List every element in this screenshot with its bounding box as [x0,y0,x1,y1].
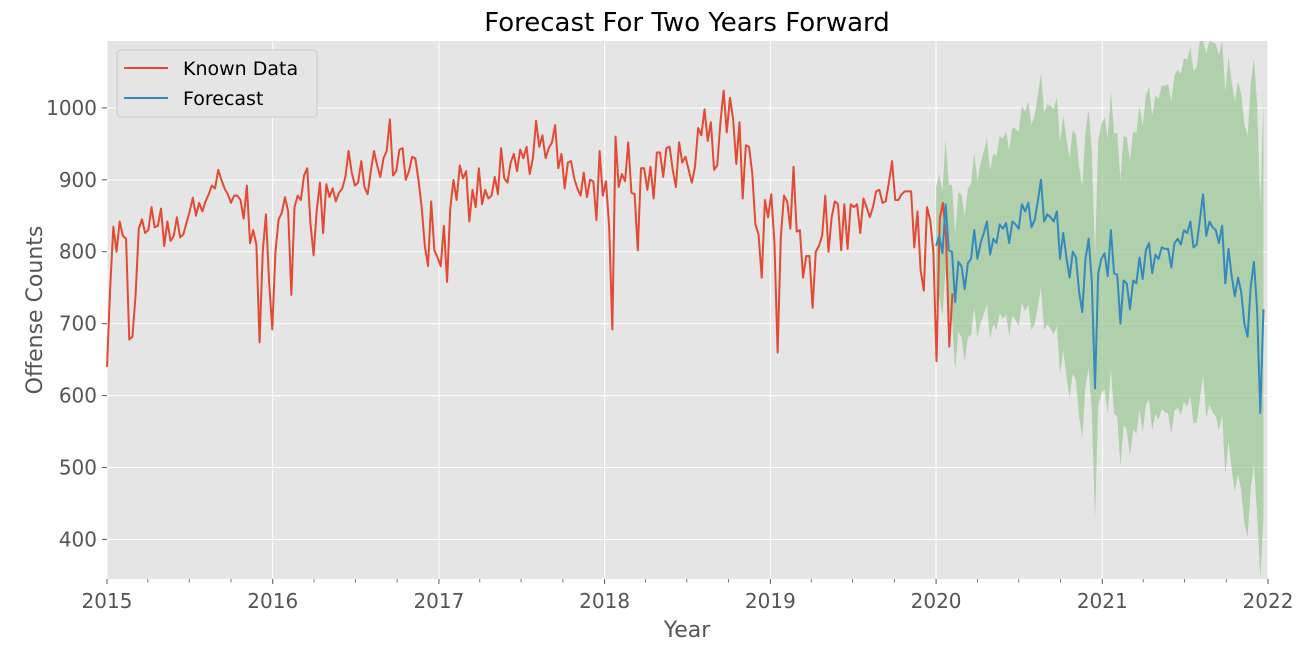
legend: Known Data Forecast [116,49,318,118]
y-tick-label: 700 [59,312,97,336]
confidence-band [936,41,1264,579]
y-tick-label: 500 [59,456,97,480]
chart-title: Forecast For Two Years Forward [484,8,890,38]
y-tick-label: 600 [59,384,97,408]
y-tick-label: 900 [59,168,97,192]
x-tick-label: 2015 [82,589,133,613]
x-axis-ticks: 2015 2016 2017 2018 2019 2020 2021 2022 [82,579,1294,613]
x-tick-label: 2022 [1243,589,1294,613]
x-tick-label: 2017 [413,589,464,613]
x-tick-label: 2020 [911,589,962,613]
y-axis-ticks: 400 500 600 700 800 900 1000 [46,96,107,551]
series-lines [106,89,1265,414]
forecast-line [935,178,1265,414]
known-data-line [106,89,954,367]
y-axis-label: Offense Counts [23,226,48,395]
confidence-interval-area [936,41,1264,579]
legend-label-forecast: Forecast [183,88,263,110]
x-tick-label: 2021 [1077,589,1128,613]
x-axis-label: Year [663,618,712,643]
y-tick-label: 1000 [46,96,97,120]
x-tick-label: 2016 [247,589,298,613]
x-tick-label: 2018 [579,589,630,613]
grid-lines [106,41,1269,579]
x-tick-label: 2019 [745,589,796,613]
y-tick-label: 800 [59,240,97,264]
y-tick-label: 400 [59,527,97,551]
legend-label-known: Known Data [183,58,298,80]
legend-box [116,49,318,118]
